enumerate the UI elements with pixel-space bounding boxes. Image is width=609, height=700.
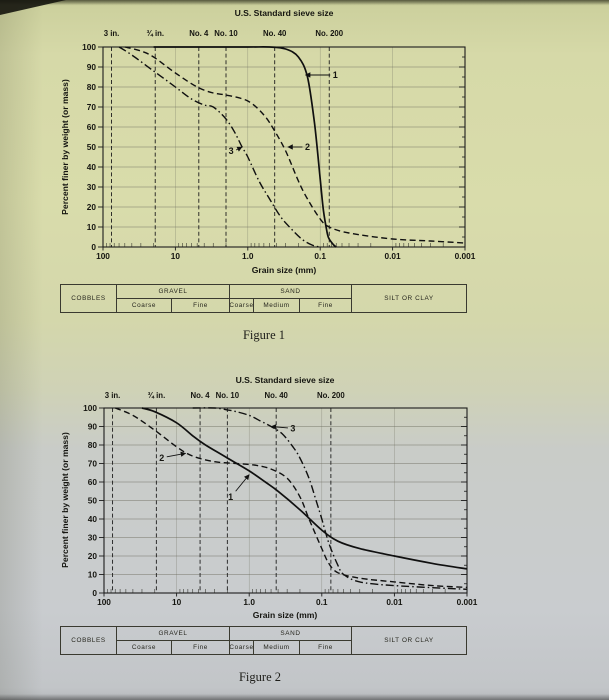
table-cell-sand-medium: Medium <box>253 640 299 654</box>
sieve-label: ¾ in. <box>147 391 165 400</box>
sieve-label: No. 40 <box>263 29 287 38</box>
curve-pointer-3 <box>270 424 288 430</box>
x-tick-label: 1.0 <box>243 597 255 607</box>
sieve-label: No. 40 <box>264 391 288 400</box>
table-cell-gravel-coarse: Coarse <box>116 640 171 654</box>
x-tick-label: 10 <box>172 597 182 607</box>
sieve-label: 3 in. <box>105 391 121 400</box>
sieve-label: No. 4 <box>191 391 211 400</box>
sieve-label: No. 200 <box>315 29 343 38</box>
curve-label-1: 1 <box>228 492 233 502</box>
figure-caption: Figure 2 <box>238 670 281 684</box>
curve-label-1: 1 <box>333 70 338 80</box>
y-tick-label: 20 <box>87 202 97 212</box>
y-tick-label: 30 <box>87 182 97 192</box>
table-cell-gravel: GRAVEL <box>116 627 229 640</box>
x-tick-label: 0.1 <box>316 597 328 607</box>
y-tick-label: 70 <box>87 102 97 112</box>
y-tick-label: 60 <box>87 122 97 132</box>
table-cell-sand-coarse: Coarse <box>229 640 253 654</box>
y-tick-label: 90 <box>87 62 97 72</box>
sieve-label: No. 200 <box>317 391 345 400</box>
y-tick-label: 100 <box>83 403 97 413</box>
table-cell-sand-fine: Fine <box>299 640 351 654</box>
x-tick-label: 1.0 <box>242 251 254 261</box>
chart-title: U.S. Standard sieve size <box>236 375 335 385</box>
figure-caption: Figure 1 <box>242 328 285 342</box>
x-tick-label: 0.1 <box>314 251 326 261</box>
curve-2 <box>114 407 468 589</box>
y-tick-label: 10 <box>88 569 98 579</box>
table-cell-sand: SAND <box>229 627 351 640</box>
x-tick-label: 0.01 <box>386 597 403 607</box>
curve-label-2: 2 <box>159 453 164 463</box>
y-tick-label: 30 <box>88 532 98 542</box>
curve-2 <box>124 46 466 244</box>
curve-label-2: 2 <box>305 142 310 152</box>
curve-pointer-1 <box>235 474 250 492</box>
table-cell-sand-coarse: Coarse <box>229 298 253 312</box>
y-tick-label: 100 <box>82 42 96 52</box>
table-cell-gravel-fine: Fine <box>171 298 229 312</box>
y-tick-label: 80 <box>88 440 98 450</box>
table-cell-cobbles: COBBLES <box>71 637 106 644</box>
y-tick-label: 70 <box>88 458 98 468</box>
table-cell-sand-fine: Fine <box>299 298 351 312</box>
y-axis-title: Percent finer by weight (or mass) <box>60 432 70 568</box>
x-tick-label: 100 <box>96 251 110 261</box>
curve-label-3: 3 <box>290 423 295 433</box>
x-tick-label: 0.001 <box>457 597 478 607</box>
curve-3 <box>118 46 321 248</box>
x-tick-label: 0.01 <box>385 251 402 261</box>
y-tick-label: 40 <box>88 514 98 524</box>
table-cell-sand: SAND <box>229 285 351 298</box>
y-tick-label: 90 <box>88 421 98 431</box>
sieve-label: No. 10 <box>214 29 238 38</box>
y-tick-label: 60 <box>88 477 98 487</box>
soil-classification-table: COBBLES GRAVEL SAND SILT OR CLAY Coarse … <box>60 284 467 313</box>
grain-size-chart-2: U.S. Standard sieve size Percent finer b… <box>60 375 478 620</box>
y-tick-label: 40 <box>87 162 97 172</box>
curve-3 <box>192 407 468 590</box>
photo-top-edge <box>0 0 609 5</box>
x-tick-label: 10 <box>171 251 181 261</box>
y-tick-label: 10 <box>87 222 97 232</box>
y-axis-title: Percent finer by weight (or mass) <box>60 79 70 215</box>
figure-2: U.S. Standard sieve size Percent finer b… <box>0 368 609 700</box>
sieve-label: 3 in. <box>104 29 120 38</box>
chart-title: U.S. Standard sieve size <box>235 8 334 18</box>
table-cell-cobbles: COBBLES <box>71 295 106 302</box>
photo-bottom-edge <box>0 694 609 700</box>
figure-1: U.S. Standard sieve size Percent finer b… <box>0 2 609 354</box>
table-cell-silt-or-clay: SILT OR CLAY <box>351 627 466 654</box>
table-cell-gravel: GRAVEL <box>116 285 229 298</box>
table-cell-silt-or-clay: SILT OR CLAY <box>351 285 466 312</box>
table-cell-gravel-coarse: Coarse <box>116 298 171 312</box>
y-tick-label: 50 <box>88 495 98 505</box>
sieve-label: No. 10 <box>216 391 240 400</box>
x-tick-label: 0.001 <box>455 251 476 261</box>
curve-pointer-3 <box>235 146 243 152</box>
y-tick-label: 20 <box>88 551 98 561</box>
curve-1 <box>141 407 468 570</box>
sieve-label: ¾ in. <box>146 29 164 38</box>
curve-1 <box>153 46 337 248</box>
curve-label-3: 3 <box>229 146 234 156</box>
sieve-label: No. 4 <box>189 29 209 38</box>
x-axis-title: Grain size (mm) <box>252 265 317 275</box>
y-tick-label: 80 <box>87 82 97 92</box>
y-tick-label: 0 <box>91 242 96 252</box>
table-cell-gravel-fine: Fine <box>171 640 229 654</box>
curve-pointer-2 <box>166 451 187 458</box>
x-axis-title: Grain size (mm) <box>253 610 318 620</box>
table-cell-sand-medium: Medium <box>253 298 299 312</box>
soil-classification-table: COBBLES GRAVEL SAND SILT OR CLAY Coarse … <box>60 626 467 655</box>
y-tick-label: 50 <box>87 142 97 152</box>
x-tick-label: 100 <box>97 597 111 607</box>
y-tick-label: 0 <box>92 588 97 598</box>
grain-size-chart-1: U.S. Standard sieve size Percent finer b… <box>60 8 476 275</box>
